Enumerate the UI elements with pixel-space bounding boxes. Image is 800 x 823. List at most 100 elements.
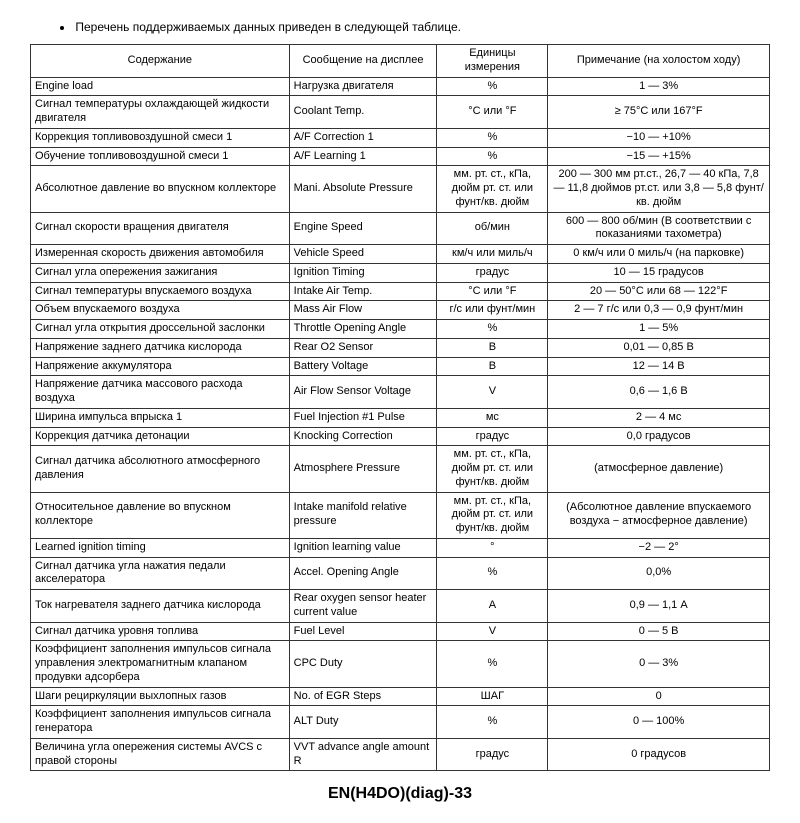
cell-c1: Коррекция датчика детонации bbox=[31, 427, 290, 446]
cell-c4: −2 — 2° bbox=[548, 538, 770, 557]
cell-c3: % bbox=[437, 128, 548, 147]
cell-c3: % bbox=[437, 641, 548, 687]
page-footer: EN(H4DO)(diag)-33 bbox=[30, 785, 770, 803]
cell-c2: A/F Correction 1 bbox=[289, 128, 437, 147]
cell-c3: % bbox=[437, 77, 548, 96]
cell-c1: Сигнал температуры впускаемого воздуха bbox=[31, 282, 290, 301]
cell-c2: Mani. Absolute Pressure bbox=[289, 166, 437, 212]
cell-c3: % bbox=[437, 706, 548, 739]
cell-c4: 0 — 100% bbox=[548, 706, 770, 739]
cell-c2: Fuel Injection #1 Pulse bbox=[289, 408, 437, 427]
cell-c4: 0 — 3% bbox=[548, 641, 770, 687]
table-row: Сигнал датчика угла нажатия педали аксел… bbox=[31, 557, 770, 590]
cell-c1: Напряжение аккумулятора bbox=[31, 357, 290, 376]
cell-c2: Engine Speed bbox=[289, 212, 437, 245]
cell-c3: градус bbox=[437, 427, 548, 446]
cell-c1: Величина угла опережения системы AVCS с … bbox=[31, 738, 290, 771]
table-row: Ширина импульса впрыска 1Fuel Injection … bbox=[31, 408, 770, 427]
cell-c2: Vehicle Speed bbox=[289, 245, 437, 264]
intro-line: Перечень поддерживаемых данных приведен … bbox=[60, 20, 770, 34]
cell-c3: V bbox=[437, 622, 548, 641]
bullet-icon bbox=[60, 26, 64, 30]
cell-c3: V bbox=[437, 376, 548, 409]
cell-c2: Ignition learning value bbox=[289, 538, 437, 557]
cell-c4: 0,6 — 1,6 В bbox=[548, 376, 770, 409]
cell-c3: ° bbox=[437, 538, 548, 557]
cell-c2: Battery Voltage bbox=[289, 357, 437, 376]
cell-c4: 10 — 15 градусов bbox=[548, 263, 770, 282]
table-row: Сигнал угла опережения зажиганияIgnition… bbox=[31, 263, 770, 282]
cell-c2: Throttle Opening Angle bbox=[289, 320, 437, 339]
header-row: Содержание Сообщение на дисплее Единицы … bbox=[31, 45, 770, 78]
cell-c4: 1 — 5% bbox=[548, 320, 770, 339]
table-row: Абсолютное давление во впускном коллекто… bbox=[31, 166, 770, 212]
cell-c2: Нагрузка двигателя bbox=[289, 77, 437, 96]
table-row: Learned ignition timingIgnition learning… bbox=[31, 538, 770, 557]
cell-c2: Air Flow Sensor Voltage bbox=[289, 376, 437, 409]
cell-c1: Измеренная скорость движения автомобиля bbox=[31, 245, 290, 264]
cell-c1: Обучение топливовоздушной смеси 1 bbox=[31, 147, 290, 166]
cell-c3: мс bbox=[437, 408, 548, 427]
cell-c3: г/с или фунт/мин bbox=[437, 301, 548, 320]
cell-c2: Rear O2 Sensor bbox=[289, 338, 437, 357]
cell-c3: градус bbox=[437, 738, 548, 771]
table-row: Сигнал температуры охлаждающей жидкости … bbox=[31, 96, 770, 129]
cell-c2: Intake Air Temp. bbox=[289, 282, 437, 301]
cell-c4: 12 — 14 В bbox=[548, 357, 770, 376]
table-row: Коэффициент заполнения импульсов сигнала… bbox=[31, 641, 770, 687]
cell-c4: 0 градусов bbox=[548, 738, 770, 771]
cell-c4: 600 — 800 об/мин (В соответствии с показ… bbox=[548, 212, 770, 245]
cell-c3: °C или °F bbox=[437, 282, 548, 301]
cell-c2: Rear oxygen sensor heater current value bbox=[289, 590, 437, 623]
cell-c1: Объем впускаемого воздуха bbox=[31, 301, 290, 320]
cell-c1: Ток нагревателя заднего датчика кислород… bbox=[31, 590, 290, 623]
cell-c4: ≥ 75°C или 167°F bbox=[548, 96, 770, 129]
cell-c1: Сигнал угла опережения зажигания bbox=[31, 263, 290, 282]
table-row: Относительное давление во впускном колле… bbox=[31, 492, 770, 538]
cell-c1: Сигнал датчика абсолютного атмосферного … bbox=[31, 446, 290, 492]
cell-c1: Коэффициент заполнения импульсов сигнала… bbox=[31, 641, 290, 687]
cell-c3: А bbox=[437, 590, 548, 623]
table-row: Величина угла опережения системы AVCS с … bbox=[31, 738, 770, 771]
cell-c4: −15 — +15% bbox=[548, 147, 770, 166]
table-row: Сигнал температуры впускаемого воздухаIn… bbox=[31, 282, 770, 301]
cell-c2: Knocking Correction bbox=[289, 427, 437, 446]
table-row: Напряжение аккумулятораBattery VoltageВ1… bbox=[31, 357, 770, 376]
cell-c3: % bbox=[437, 147, 548, 166]
cell-c2: ALT Duty bbox=[289, 706, 437, 739]
cell-c2: Fuel Level bbox=[289, 622, 437, 641]
cell-c1: Сигнал угла открытия дроссельной заслонк… bbox=[31, 320, 290, 339]
cell-c2: Coolant Temp. bbox=[289, 96, 437, 129]
cell-c2: Accel. Opening Angle bbox=[289, 557, 437, 590]
cell-c3: ШАГ bbox=[437, 687, 548, 706]
table-row: Напряжение заднего датчика кислородаRear… bbox=[31, 338, 770, 357]
cell-c3: В bbox=[437, 338, 548, 357]
table-row: Коэффициент заполнения импульсов сигнала… bbox=[31, 706, 770, 739]
cell-c4: 0 bbox=[548, 687, 770, 706]
table-row: Обучение топливовоздушной смеси 1A/F Lea… bbox=[31, 147, 770, 166]
cell-c2: Ignition Timing bbox=[289, 263, 437, 282]
cell-c2: A/F Learning 1 bbox=[289, 147, 437, 166]
cell-c1: Сигнал скорости вращения двигателя bbox=[31, 212, 290, 245]
cell-c1: Сигнал датчика угла нажатия педали аксел… bbox=[31, 557, 290, 590]
cell-c1: Сигнал датчика уровня топлива bbox=[31, 622, 290, 641]
cell-c3: мм. рт. ст., кПа, дюйм рт. ст. или фунт/… bbox=[437, 446, 548, 492]
cell-c4: −10 — +10% bbox=[548, 128, 770, 147]
cell-c4: 0,0% bbox=[548, 557, 770, 590]
table-row: Сигнал скорости вращения двигателяEngine… bbox=[31, 212, 770, 245]
cell-c2: Intake manifold relative pressure bbox=[289, 492, 437, 538]
cell-c4: 0,9 — 1,1 А bbox=[548, 590, 770, 623]
cell-c1: Шаги рециркуляции выхлопных газов bbox=[31, 687, 290, 706]
table-row: Engine loadНагрузка двигателя%1 — 3% bbox=[31, 77, 770, 96]
data-table: Содержание Сообщение на дисплее Единицы … bbox=[30, 44, 770, 771]
cell-c3: об/мин bbox=[437, 212, 548, 245]
cell-c4: 0,0 градусов bbox=[548, 427, 770, 446]
cell-c1: Learned ignition timing bbox=[31, 538, 290, 557]
cell-c1: Напряжение датчика массового расхода воз… bbox=[31, 376, 290, 409]
cell-c3: % bbox=[437, 320, 548, 339]
table-row: Коррекция датчика детонацииKnocking Corr… bbox=[31, 427, 770, 446]
cell-c3: градус bbox=[437, 263, 548, 282]
cell-c3: В bbox=[437, 357, 548, 376]
cell-c1: Абсолютное давление во впускном коллекто… bbox=[31, 166, 290, 212]
cell-c1: Сигнал температуры охлаждающей жидкости … bbox=[31, 96, 290, 129]
